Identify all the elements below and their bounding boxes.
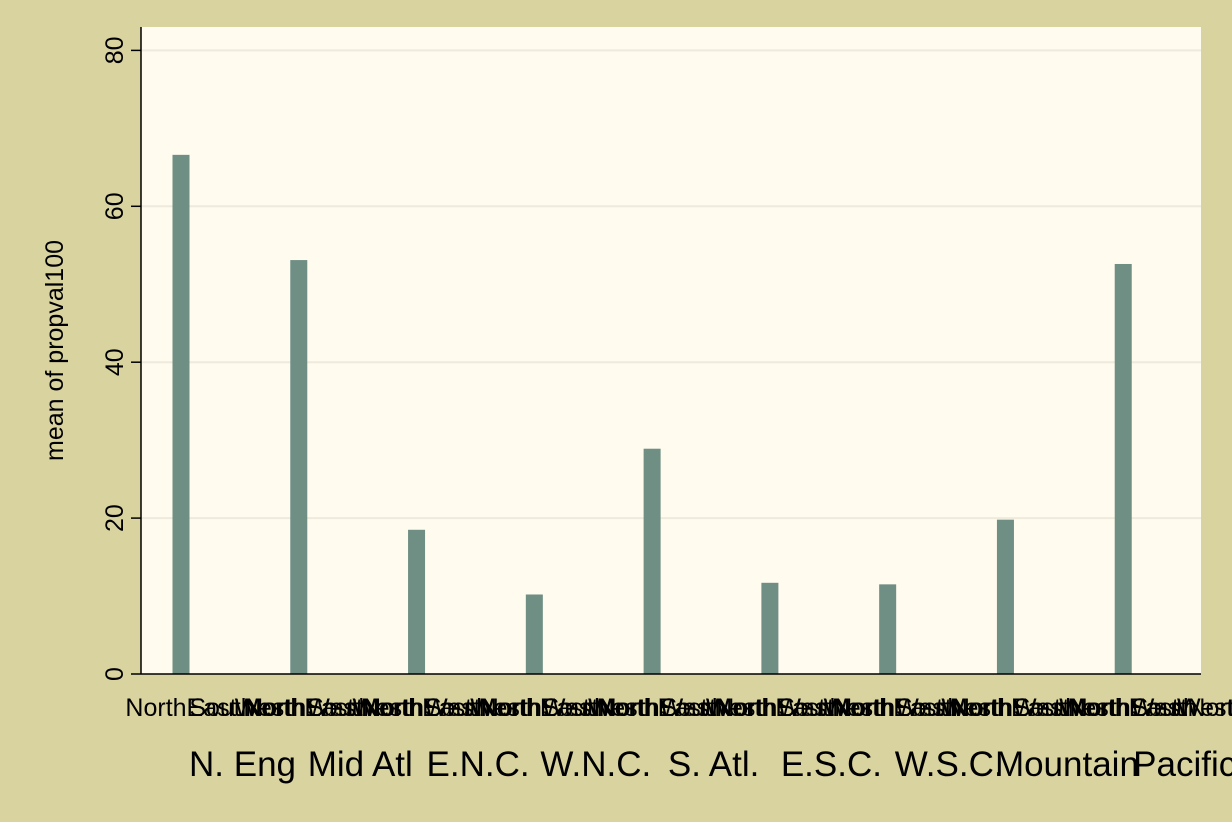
subgroup-label: West [588,694,645,722]
subgroup-label: West [1177,694,1232,722]
subgroup-label: NorthEast [243,694,354,722]
subgroup-label: South [543,694,608,722]
group-label: Mountain [995,745,1139,784]
subgroup-label: NorthEast [597,694,708,722]
group-label: S. Atl. [668,745,759,784]
subgroup-label: NorthEast [1068,694,1179,722]
subgroup-label: West [706,694,763,722]
subgroup-label: South [1014,694,1079,722]
gridlines [141,49,1201,520]
subgroup-label: NorthEast [714,694,825,722]
subgroup-label: South [1132,694,1197,722]
y-axis-title: mean of propval100 [41,240,69,461]
subgroup-label: South [660,694,725,722]
group-label: N. Eng [189,745,296,784]
subgroup-label: West [824,694,881,722]
subgroup-label: NorthWest [1187,694,1232,722]
group-label: E.N.C. [427,745,530,784]
subgroup-label: NorthEast [832,694,943,722]
subgroup-label: NorthWest [716,694,834,722]
axes [131,27,1201,675]
subgroup-label: NorthEast [479,694,590,722]
bar [408,529,426,674]
bar [996,519,1014,674]
subgroup-label: South [189,694,254,722]
subgroup-label: West [1059,694,1116,722]
subgroup-label: NorthWest [363,694,481,722]
sublabels: NorthEastSouthWestNorthWestNorthEastSout… [125,694,1232,722]
subgroup-label: NorthEast [950,694,1061,722]
subgroup-label: South [778,694,843,722]
subgroup-label: West [941,694,998,722]
bar [1114,263,1132,674]
group-label: E.S.C. [781,745,882,784]
subgroup-label: NorthWest [481,694,599,722]
y-tick-label: 60 [101,192,129,220]
group-label: Mid Atl [308,745,413,784]
bar [290,260,308,674]
subgroup-label: NorthEast [361,694,472,722]
subgroup-label: NorthWest [834,694,952,722]
bar [172,154,190,675]
subgroup-label: West [235,694,292,722]
subgroup-label: NorthEast [125,694,236,722]
subgroup-label: NorthWest [952,694,1070,722]
y-tick-label: 0 [101,667,129,681]
group-label: W.N.C. [540,745,651,784]
group-labels: N. Eng Mid Atl E.N.C. W.N.C. S. Atl. E.S.C. W.… [189,745,1232,784]
subgroup-label: NorthWest [245,694,363,722]
y-tick-label: 20 [101,504,129,532]
y-tick-labels: 0 20 40 60 80 [101,36,129,680]
subgroup-label: West [353,694,410,722]
bar [761,582,779,674]
subgroup-label: South [307,694,372,722]
subgroup-label: NorthWest [599,694,717,722]
subgroup-label: NorthWest [1070,694,1188,722]
subgroup-label: South [425,694,490,722]
subgroup-label: West [470,694,527,722]
y-tick-label: 40 [101,348,129,376]
bar [525,594,543,674]
subgroup-label: South [896,694,961,722]
group-label: W.S.C. [895,745,1004,784]
bar [879,584,897,674]
y-tick-label: 80 [101,36,129,64]
bar [643,448,661,674]
bars [172,154,1132,675]
plot-area [141,27,1201,674]
group-label: Pacific [1133,745,1232,784]
